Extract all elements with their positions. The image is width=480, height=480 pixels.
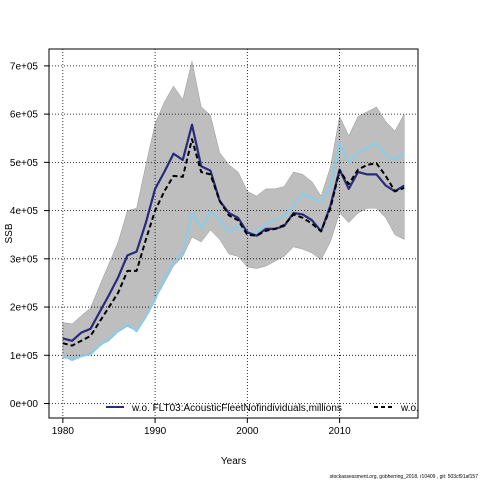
confidence-band: [62, 61, 405, 360]
legend-label-alt: w.o.: [400, 403, 419, 414]
series-line-dashed: [62, 138, 405, 347]
footer-text: stockassessment.org, gobherring_2018, r1…: [330, 474, 479, 480]
y-tick-label: 5e+05: [10, 158, 39, 169]
legend-label-main: w.o. FLT03:AcousticFleetNofindividuals,m…: [131, 403, 342, 414]
series-layer: [62, 123, 405, 362]
axes: 1980 1990 2000 2010 0e+00 1e+05 2e+05 3e+05 4e+0…: [10, 61, 351, 437]
x-tick-label: 1980: [52, 426, 75, 437]
x-tick-label: 1990: [144, 426, 167, 437]
y-tick-label: 7e+05: [10, 61, 39, 72]
y-tick-label: 3e+05: [10, 254, 39, 265]
legend: w.o. FLT03:AcousticFleetNofindividuals,m…: [106, 403, 419, 414]
confidence-band-layer: [62, 61, 405, 360]
y-axis-title: SSB: [4, 223, 15, 243]
series-line-main: [62, 123, 405, 342]
plot-frame: [48, 48, 419, 419]
x-tick-label: 2000: [236, 426, 259, 437]
y-tick-label: 0e+00: [10, 399, 39, 410]
series-line-alt: [62, 142, 405, 362]
y-tick-label: 2e+05: [10, 303, 39, 314]
y-tick-label: 6e+05: [10, 110, 39, 121]
x-tick-label: 2010: [328, 426, 351, 437]
y-tick-label: 4e+05: [10, 206, 39, 217]
x-axis-title: Years: [221, 456, 246, 467]
y-tick-label: 1e+05: [10, 351, 39, 362]
